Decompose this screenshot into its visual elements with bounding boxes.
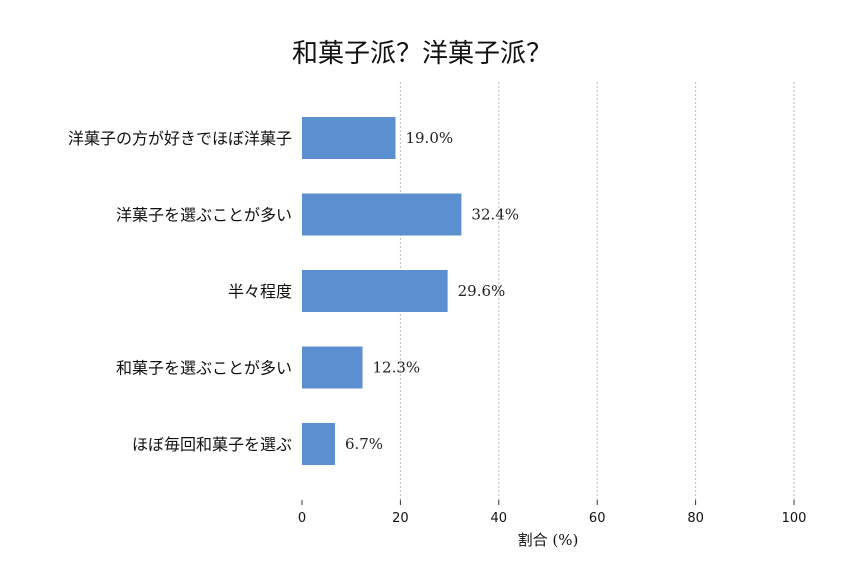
category-label-1: 洋菓子を選ぶことが多い — [116, 206, 292, 225]
bar-0 — [302, 117, 396, 159]
category-labels: 洋菓子の方が好きでほぼ洋菓子洋菓子を選ぶことが多い半々程度和菓子を選ぶことが多い… — [68, 129, 292, 454]
x-tick-label-0: 0 — [298, 511, 306, 526]
value-label-2: 29.6% — [458, 282, 506, 300]
bar-3 — [302, 346, 363, 389]
value-labels: 19.0% 32.4% 29.6% 12.3% 6.7% — [345, 129, 519, 453]
chart-title: 和菓子派？洋菓子派？ — [292, 39, 552, 69]
category-label-3: 和菓子を選ぶことが多い — [116, 359, 292, 378]
bar-1 — [302, 193, 462, 236]
category-label-0: 洋菓子の方が好きでほぼ洋菓子 — [68, 129, 292, 148]
category-label-2: 半々程度 — [228, 282, 292, 301]
x-tick-label-5: 100 — [782, 511, 807, 526]
bars — [302, 117, 462, 465]
bar-4 — [302, 423, 335, 465]
x-tick-label-2: 40 — [491, 511, 508, 526]
grid-lines — [399, 82, 795, 500]
bar-2 — [302, 270, 448, 312]
x-tick-label-4: 80 — [687, 511, 704, 526]
value-label-1: 32.4% — [471, 206, 519, 224]
value-label-0: 19.0% — [405, 129, 453, 147]
x-tick-label-3: 60 — [589, 511, 606, 526]
x-tick-label-1: 20 — [392, 511, 409, 526]
value-label-3: 12.3% — [373, 359, 421, 377]
category-label-4: ほぼ毎回和菓子を選ぶ — [132, 435, 292, 454]
x-axis-label: 割合 (%) — [518, 531, 579, 549]
value-label-4: 6.7% — [345, 435, 383, 453]
x-axis: 0 20 40 60 80 100 — [298, 500, 807, 526]
